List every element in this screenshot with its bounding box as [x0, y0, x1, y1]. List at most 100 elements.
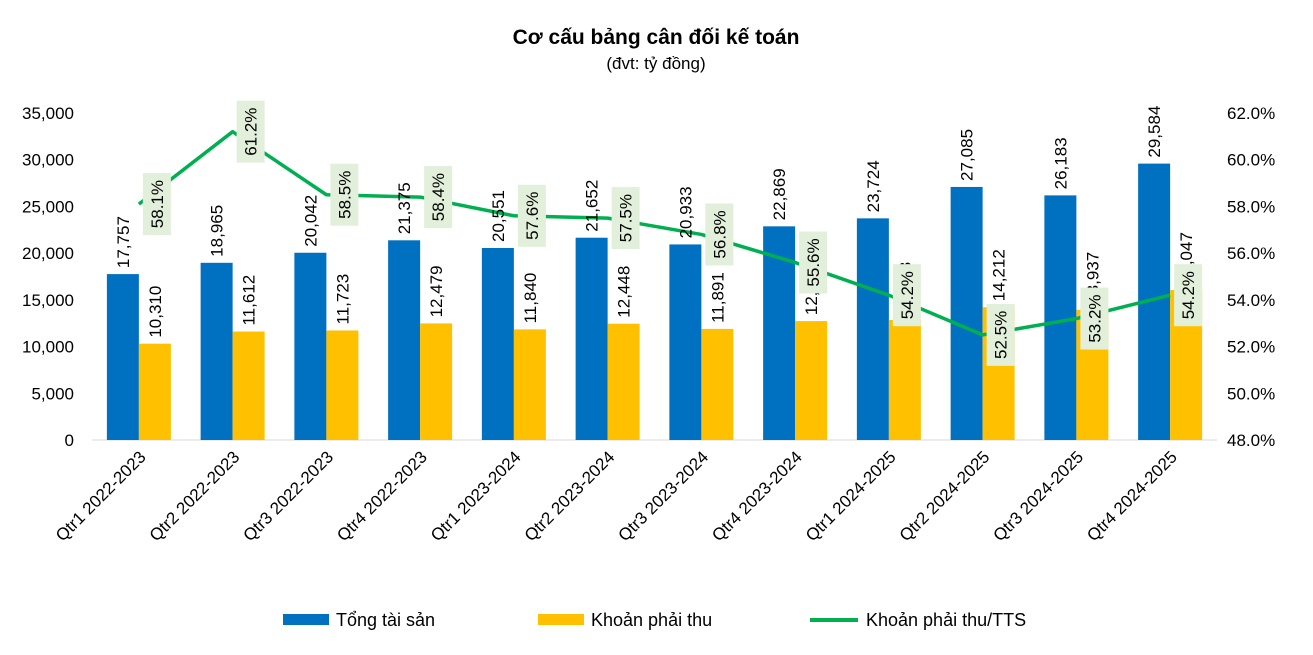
- bar-value-label: 17,757: [114, 216, 133, 268]
- legend-swatch-khoan-phai-thu: [538, 614, 584, 625]
- ratio-value-label: 57.5%: [617, 194, 636, 242]
- y-left-tick-label: 0: [65, 431, 74, 450]
- bar-tong-tai-san: [575, 237, 608, 440]
- ratio-value-label: 54.2%: [1179, 271, 1198, 319]
- ratio-value-label: 58.4%: [429, 173, 448, 221]
- ratio-label-box: [799, 231, 828, 294]
- legend-label-tong-tai-san: Tổng tài sản: [336, 610, 435, 630]
- y-right-tick-label: 60.0%: [1227, 151, 1275, 170]
- x-category-label: Qtr3 2024-2025: [990, 447, 1088, 545]
- bar-value-label: 29,584: [1145, 106, 1164, 158]
- bar-khoan-phai-thu: [420, 323, 453, 440]
- y-right-tick-label: 54.0%: [1227, 291, 1275, 310]
- ratio-label-box: [517, 184, 546, 247]
- bar-khoan-phai-thu: [888, 319, 921, 440]
- bar-value-label: 14,212: [990, 249, 1009, 301]
- chart-title: Cơ cấu bảng cân đối kế toán: [513, 26, 800, 49]
- x-category-label: Qtr4 2023-2024: [708, 447, 806, 545]
- ratio-label-box: [1174, 264, 1203, 327]
- bar-value-label: 12,448: [615, 266, 634, 318]
- bar-khoan-phai-thu: [513, 329, 546, 440]
- bar-value-label: 21,652: [583, 180, 602, 232]
- y-left-tick-label: 10,000: [22, 338, 74, 357]
- ratio-line-path: [137, 129, 1171, 337]
- ratio-value-label: 58.5%: [335, 171, 354, 219]
- y-left-tick-label: 30,000: [22, 151, 74, 170]
- x-category-label: Qtr3 2022-2023: [240, 447, 338, 545]
- bar-tong-tai-san: [481, 247, 514, 440]
- x-category-label: Qtr2 2022-2023: [146, 447, 244, 545]
- y-right-tick-label: 56.0%: [1227, 244, 1275, 263]
- bar-tong-tai-san: [106, 274, 139, 440]
- bar-value-label: 26,183: [1051, 137, 1070, 189]
- chart-subtitle: (đvt: tỷ đồng): [606, 54, 705, 73]
- bar-value-label: 11,840: [521, 273, 540, 324]
- bar-tong-tai-san: [200, 262, 233, 440]
- legend-label-khoan-phai-thu: Khoản phải thu: [591, 610, 712, 630]
- x-category-label: Qtr4 2024-2025: [1083, 447, 1181, 545]
- y-right-tick-label: 52.0%: [1227, 338, 1275, 357]
- x-category-label: Qtr1 2024-2025: [802, 447, 900, 545]
- bar-value-label: 10,310: [146, 286, 165, 338]
- legend-swatch-tong-tai-san: [283, 614, 329, 625]
- data-labels: 17,757 10,310 18,965 11,612 20,042 11,723 21,3…: [114, 100, 1203, 366]
- ratio-label-box: [424, 166, 453, 229]
- bar-value-label: 12,479: [427, 265, 446, 317]
- ratio-label-box: [986, 303, 1015, 366]
- ratio-label-box: [611, 187, 640, 250]
- y-left-tick-label: 35,000: [22, 104, 74, 123]
- y-left-tick-label: 5,000: [31, 384, 74, 403]
- y-left-tick-label: 15,000: [22, 291, 74, 310]
- bar-khoan-phai-thu: [795, 321, 828, 440]
- bar-khoan-phai-thu: [607, 323, 640, 440]
- bar-value-label: 21,375: [395, 182, 414, 234]
- bar-tong-tai-san: [1044, 195, 1077, 440]
- bar-tong-tai-san: [669, 244, 702, 440]
- y-right-tick-label: 62.0%: [1227, 104, 1275, 123]
- ratio-value-label: 56.8%: [710, 210, 729, 258]
- bar-khoan-phai-thu: [232, 331, 265, 440]
- ratio-value-label: 61.2%: [242, 108, 261, 156]
- bar-value-label: 27,085: [958, 129, 977, 181]
- bar-tong-tai-san: [950, 186, 983, 440]
- x-category-label: Qtr1 2022-2023: [52, 447, 150, 545]
- x-category-label: Qtr2 2024-2025: [896, 447, 994, 545]
- ratio-value-label: 52.5%: [992, 311, 1011, 359]
- y-right-tick-label: 50.0%: [1227, 384, 1275, 403]
- ratio-value-label: 53.2%: [1085, 294, 1104, 342]
- bars: [106, 163, 1203, 440]
- bar-value-label: 20,551: [489, 190, 508, 242]
- x-category-label: Qtr4 2022-2023: [333, 447, 431, 545]
- bar-value-label: 23,724: [864, 160, 883, 212]
- ratio-label-box: [236, 100, 265, 163]
- bar-value-label: 20,933: [676, 186, 695, 238]
- y-right-tick-label: 58.0%: [1227, 197, 1275, 216]
- bar-value-label: 22,869: [770, 168, 789, 220]
- ratio-value-label: 55.6%: [804, 238, 823, 286]
- ratio-label-box: [1080, 287, 1109, 350]
- ratio-label-box: [142, 173, 171, 236]
- x-category-label: Qtr3 2023-2024: [615, 447, 713, 545]
- bar-khoan-phai-thu: [138, 343, 171, 440]
- ratio-label-box: [330, 163, 359, 226]
- ratio-value-label: 58.1%: [148, 180, 167, 228]
- bar-khoan-phai-thu: [701, 328, 734, 440]
- bar-khoan-phai-thu: [326, 330, 359, 440]
- y-left-tick-label: 20,000: [22, 244, 74, 263]
- bar-value-label: 11,891: [708, 272, 727, 323]
- ratio-value-label: 54.2%: [898, 271, 917, 319]
- ratio-value-label: 57.6%: [523, 192, 542, 240]
- x-category-label: Qtr1 2023-2024: [427, 447, 525, 545]
- legend-label-ratio: Khoản phải thu/TTS: [866, 610, 1026, 630]
- x-category-label: Qtr2 2023-2024: [521, 447, 619, 545]
- ratio-line: [137, 129, 1171, 337]
- bar-tong-tai-san: [294, 252, 327, 440]
- bar-tong-tai-san: [388, 240, 421, 440]
- y-right-tick-label: 48.0%: [1227, 431, 1275, 450]
- bar-value-label: 11,612: [240, 275, 259, 326]
- ratio-label-box: [892, 264, 921, 327]
- bar-value-label: 11,723: [333, 274, 352, 325]
- bar-tong-tai-san: [856, 218, 889, 440]
- legend: Tổng tài sản Khoản phải thu Khoản phải thu…: [283, 610, 1026, 630]
